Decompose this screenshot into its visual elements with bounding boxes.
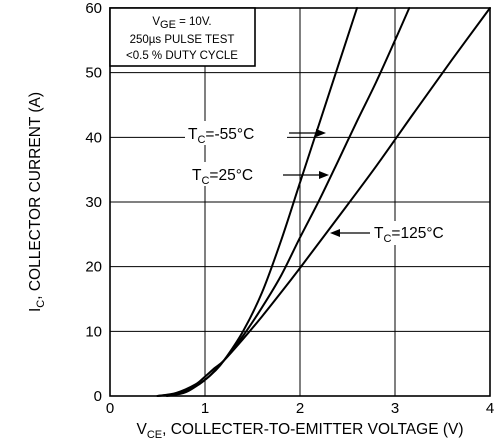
x-tick-labels: 0 1 2 3 4: [106, 400, 494, 417]
x-tick-label: 2: [296, 400, 304, 417]
series-label-minus55: TC=-55°C: [185, 121, 326, 146]
note-line-3: <0.5 % DUTY CYCLE: [126, 50, 238, 62]
test-conditions-note: VGE = 10V. 250µs PULSE TEST <0.5 % DUTY …: [109, 7, 256, 67]
series-label-125: TC=125°C: [330, 221, 467, 245]
series-label-25: TC=25°C: [189, 162, 329, 187]
x-tick-label: 0: [106, 400, 114, 417]
curve-tc-125: [156, 7, 491, 397]
plot-frame: [109, 7, 491, 397]
y-tick-label: 30: [85, 194, 102, 211]
note-line-1: VGE = 10V.: [152, 16, 211, 31]
series-label-text: TC=-55°C: [188, 126, 254, 146]
x-tick-label: 3: [391, 400, 399, 417]
y-tick-label: 60: [85, 0, 102, 17]
y-tick-labels: 0 10 20 30 40 50 60: [85, 0, 102, 405]
series-label-text: TC=125°C: [374, 225, 444, 245]
y-axis-title: IC, COLLECTOR CURRENT (A): [27, 92, 47, 312]
series-arrowhead: [319, 171, 329, 179]
y-tick-label: 40: [85, 129, 102, 146]
x-tick-label: 1: [201, 400, 209, 417]
series-arrowhead: [330, 229, 340, 237]
y-tick-label: 0: [94, 388, 102, 405]
y-tick-label: 20: [85, 259, 102, 276]
curve-tc-25: [166, 7, 411, 397]
series-label-text: TC=25°C: [192, 167, 253, 187]
series-arrowhead: [316, 129, 326, 137]
y-tick-label: 50: [85, 65, 102, 82]
x-axis-title: VCE, COLLECTER-TO-EMITTER VOLTAGE (V): [136, 421, 463, 441]
curves: [156, 7, 491, 397]
y-tick-label: 10: [85, 323, 102, 340]
x-tick-label: 4: [486, 400, 494, 417]
note-line-2: 250µs PULSE TEST: [130, 34, 235, 46]
note-box: [109, 7, 256, 67]
